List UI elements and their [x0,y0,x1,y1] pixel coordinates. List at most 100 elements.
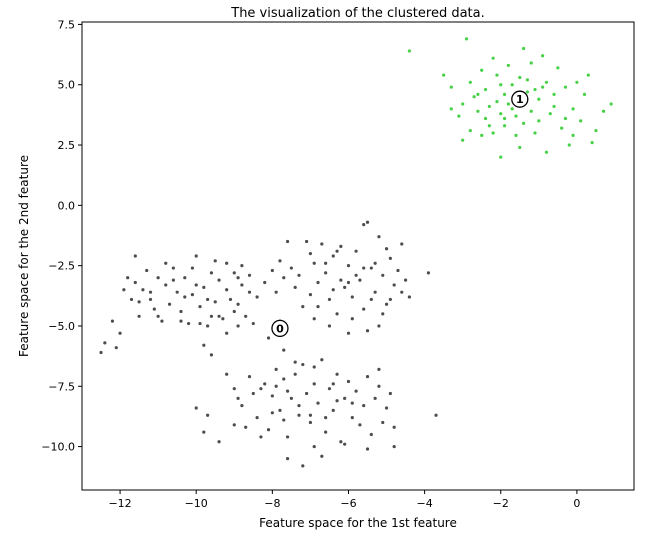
data-point [358,278,362,282]
data-point [209,271,214,275]
data-point [293,285,297,289]
data-point [206,324,210,328]
data-point [502,116,507,121]
data-point [480,68,484,72]
data-point [126,276,130,280]
data-point [324,430,328,434]
data-point [510,83,514,87]
data-point [457,114,461,118]
data-point [339,244,343,248]
data-point [491,56,495,60]
data-point [331,288,335,292]
data-point [209,353,214,357]
data-point [373,261,377,265]
data-point [563,116,568,121]
data-point [164,283,168,287]
cluster-center-marker [511,90,529,108]
data-point [228,297,233,302]
data-point [308,251,313,256]
data-point [320,242,324,246]
data-point [480,133,484,137]
data-point [365,220,370,224]
x-tick-label: 0 [573,497,580,510]
data-point [563,85,568,89]
data-point [324,416,328,420]
data-point [529,109,533,113]
data-point [133,254,137,258]
data-point [202,343,206,347]
data-point [544,150,549,154]
data-point [533,87,537,92]
y-tick-label: −10.0 [41,441,75,454]
data-point [331,382,335,386]
data-point [533,131,537,135]
data-point [293,372,297,376]
y-axis-label: Feature space for the 2nd feature [17,155,31,357]
data-point [487,104,491,109]
data-point [312,382,316,386]
data-point [240,403,244,408]
data-point [152,307,156,311]
data-point [324,271,328,275]
data-point [377,367,381,371]
data-point [365,375,370,379]
data-point [206,413,210,417]
data-point [301,362,305,367]
data-point [335,399,339,403]
data-point [133,280,137,285]
y-tick-label: 5.0 [58,79,76,92]
data-point [331,408,335,412]
data-point [99,350,103,355]
data-point [301,464,305,468]
data-point [301,305,305,309]
data-point [483,87,488,92]
data-point [316,305,320,309]
chart-title: The visualization of the clustered data. [230,6,485,21]
data-point [464,37,469,41]
data-point [221,317,225,321]
data-point [270,268,274,273]
data-point [369,297,373,302]
data-point [217,314,221,318]
data-point [525,78,530,82]
data-point [434,413,438,417]
y-tick-label: 0.0 [58,199,76,212]
data-point [377,324,381,328]
data-point [305,239,309,244]
data-point [285,435,290,439]
data-point [244,425,248,429]
data-point [358,423,362,427]
data-point [137,300,141,304]
data-point [354,249,358,253]
data-point [335,312,339,316]
data-point [236,396,240,400]
data-point [343,442,347,446]
data-point [377,235,381,239]
data-point [232,423,236,427]
data-point [327,297,332,302]
data-point [183,276,187,280]
data-point [110,319,115,323]
x-tick-label: −10 [185,497,208,510]
data-point [552,104,556,109]
data-point [320,358,324,362]
x-axis-ticks: −12 −10 −8 −6 −4 −2 0 [108,490,580,510]
data-point [213,259,217,263]
data-point [518,75,522,80]
data-point [560,126,564,130]
data-point [369,432,373,437]
data-point [217,278,221,282]
data-point [392,425,396,429]
data-point [247,273,252,277]
data-point [377,384,381,388]
data-point [225,288,229,292]
data-point [282,348,286,352]
data-point [282,377,286,381]
data-point [312,365,316,369]
data-point [522,46,526,51]
data-point [365,329,370,333]
data-point [225,261,229,265]
data-point [285,389,290,393]
data-point [171,266,175,270]
